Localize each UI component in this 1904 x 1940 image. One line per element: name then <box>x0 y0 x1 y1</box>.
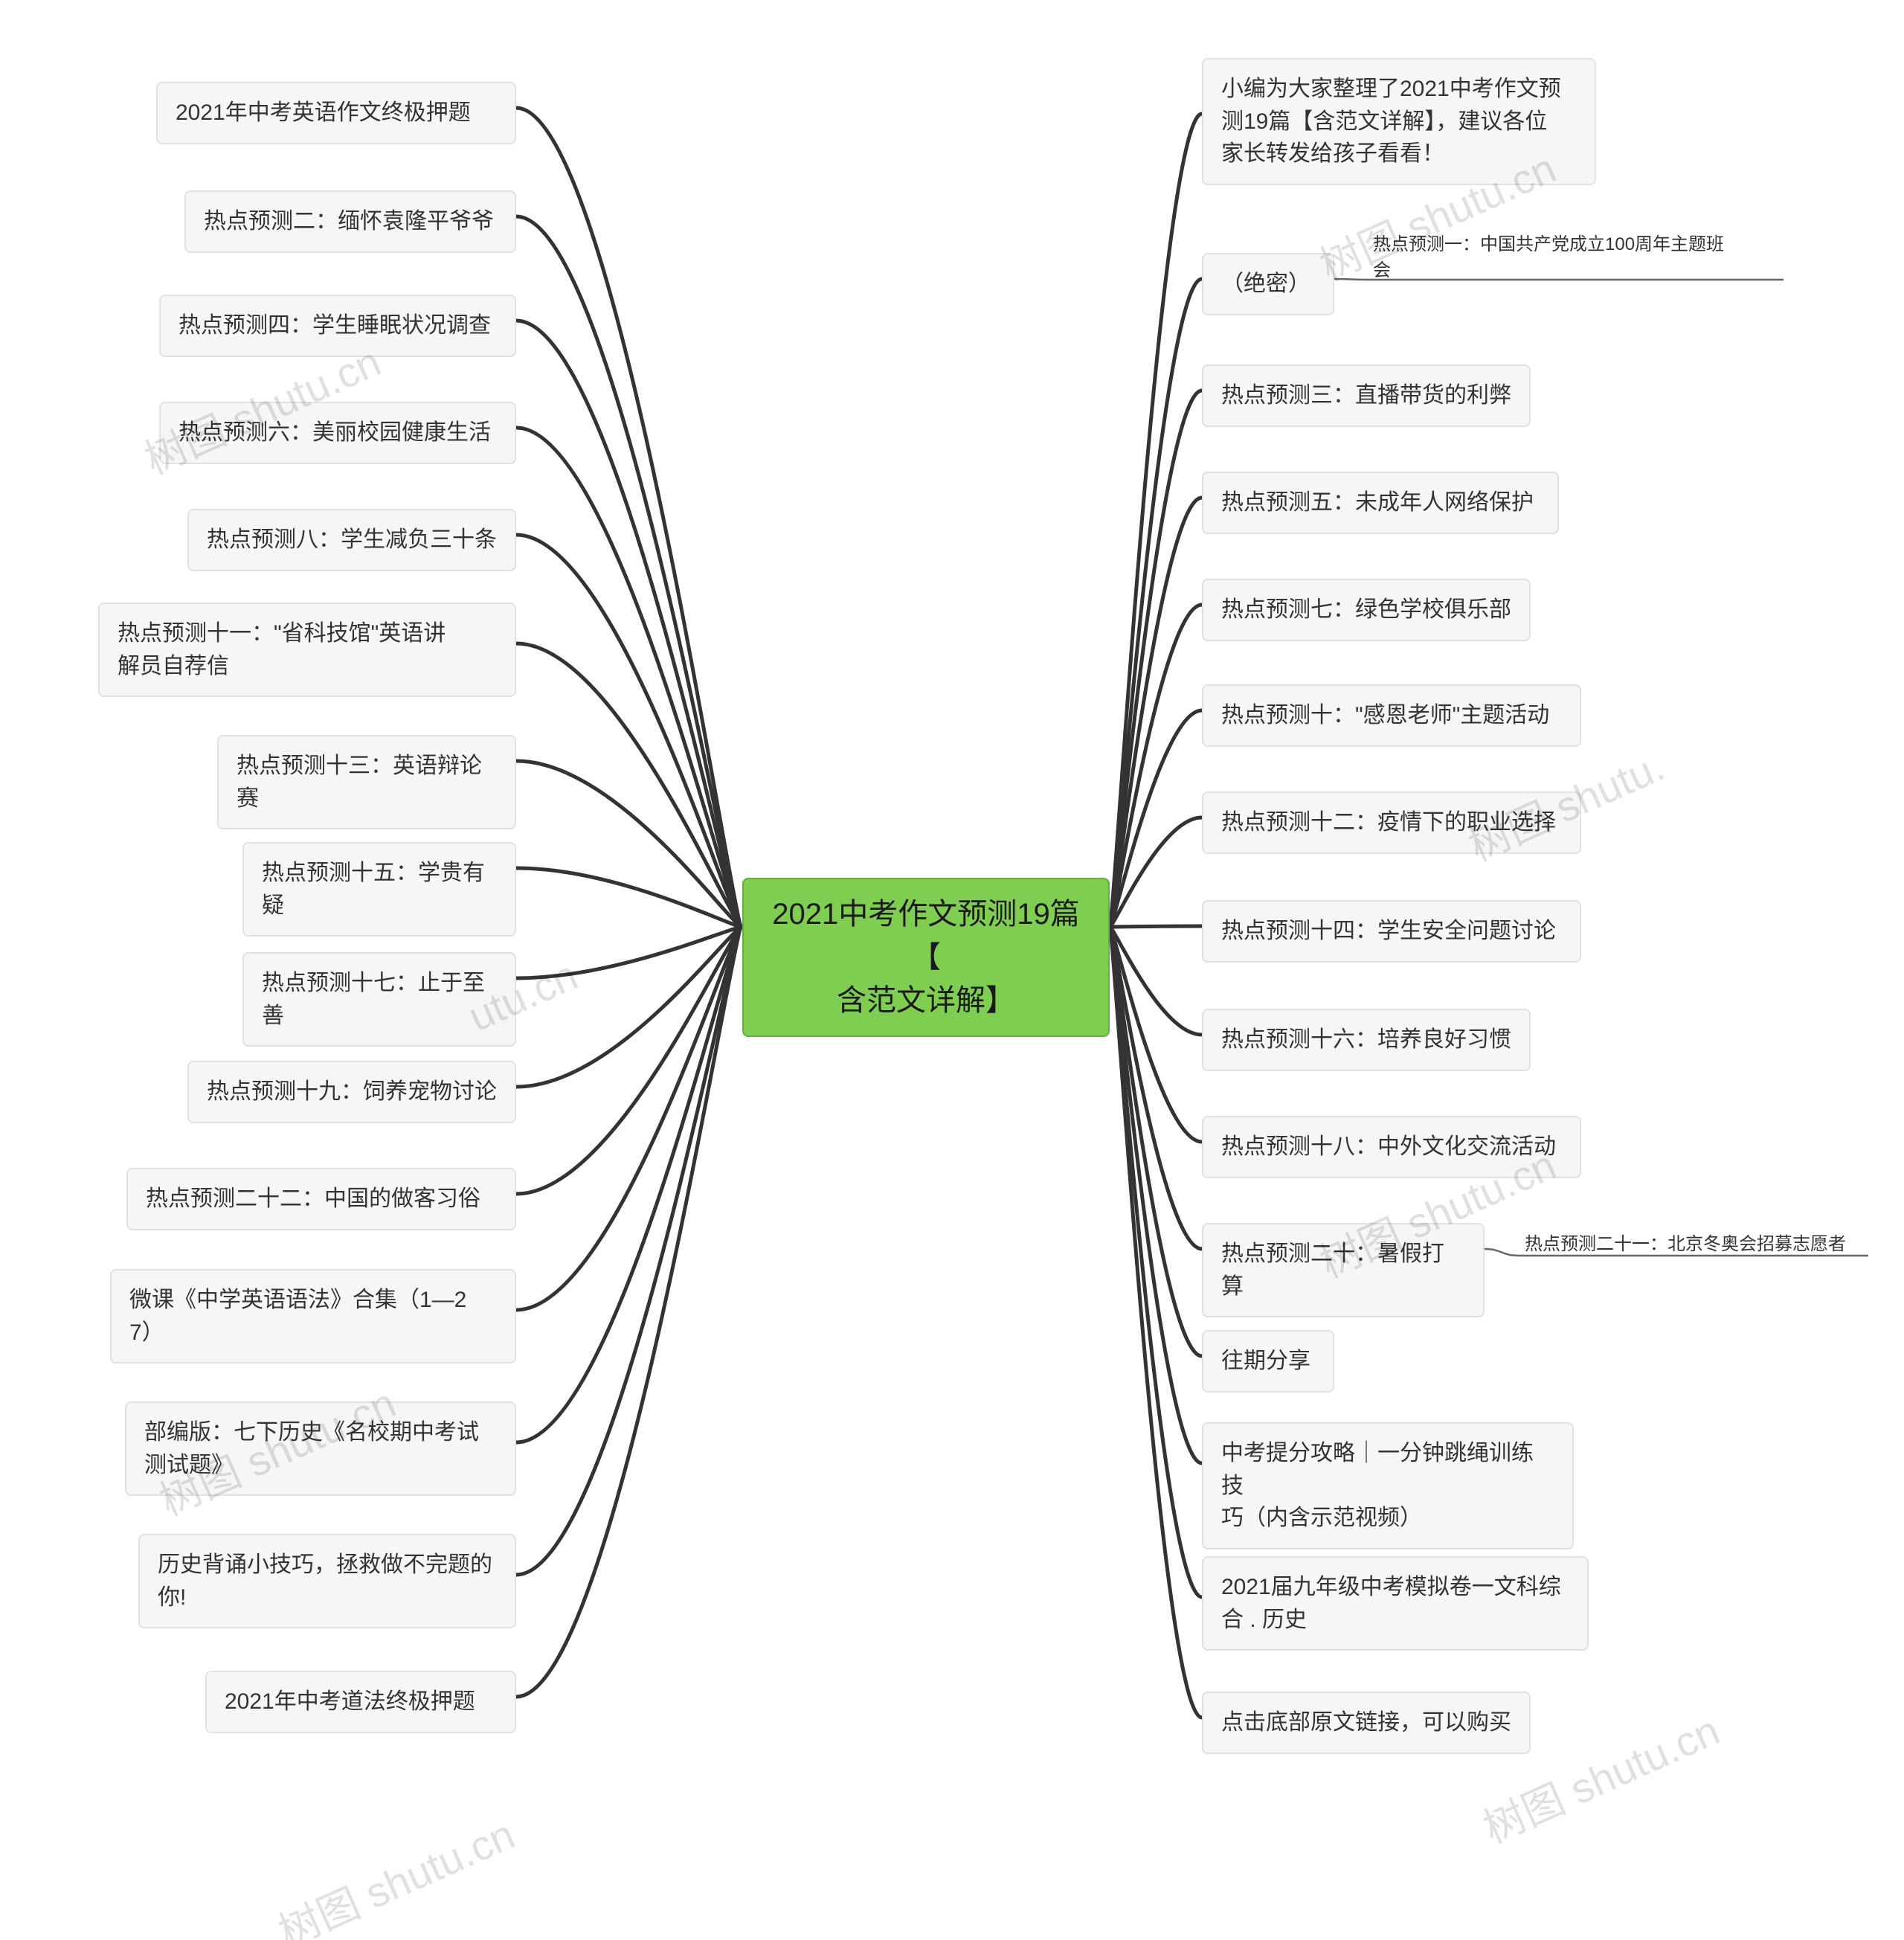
mindmap-stage: 2021中考作文预测19篇【 含范文详解】2021年中考英语作文终极押题热点预测… <box>0 0 1904 1940</box>
sub-node: 热点预测一：中国共产党成立100周年主题班 会 <box>1367 229 1784 287</box>
branch-node: 微课《中学英语语法》合集（1—2 7） <box>110 1269 516 1364</box>
branch-node: 2021年中考道法终极押题 <box>205 1671 516 1733</box>
branch-node: 历史背诵小技巧，拯救做不完题的 你! <box>138 1534 516 1628</box>
branch-node: 热点预测二十二：中国的做客习俗 <box>126 1168 516 1230</box>
branch-node: 热点预测十八：中外文化交流活动 <box>1202 1116 1581 1178</box>
branch-node: 小编为大家整理了2021中考作文预 测19篇【含范文详解】，建议各位 家长转发给… <box>1202 58 1596 185</box>
branch-node: 中考提分攻略｜一分钟跳绳训练技 巧（内含示范视频） <box>1202 1422 1574 1549</box>
branch-node: 热点预测十六：培养良好习惯 <box>1202 1009 1531 1071</box>
branch-node: 热点预测四：学生睡眠状况调查 <box>159 295 516 357</box>
branch-node: 点击底部原文链接，可以购买 <box>1202 1692 1531 1754</box>
branch-node: 热点预测十九：饲养宠物讨论 <box>187 1061 516 1123</box>
branch-node: 热点预测二十：暑假打算 <box>1202 1223 1485 1317</box>
branch-node: 热点预测十："感恩老师"主题活动 <box>1202 684 1581 747</box>
branch-node: 热点预测六：美丽校园健康生活 <box>159 402 516 464</box>
branch-node: 热点预测十四：学生安全问题讨论 <box>1202 900 1581 963</box>
branch-node: 2021年中考英语作文终极押题 <box>156 82 516 144</box>
branch-node: 往期分享 <box>1202 1330 1334 1393</box>
branch-node: 热点预测十三：英语辩论赛 <box>217 735 516 829</box>
branch-node: 热点预测三：直播带货的利弊 <box>1202 364 1531 427</box>
sub-node: 热点预测二十一：北京冬奥会招募志愿者 <box>1519 1229 1868 1261</box>
branch-node: 热点预测七：绿色学校俱乐部 <box>1202 579 1531 641</box>
branch-node: 部编版：七下历史《名校期中考试 测试题》 <box>125 1401 516 1496</box>
branch-node: 热点预测十七：止于至善 <box>242 952 516 1047</box>
branch-node: 热点预测十一："省科技馆"英语讲 解员自荐信 <box>98 603 516 697</box>
watermark: 树图 shutu.cn <box>268 1802 523 1940</box>
branch-node: 热点预测八：学生减负三十条 <box>187 509 516 571</box>
branch-node: 热点预测十五：学贵有疑 <box>242 842 516 937</box>
branch-node: 热点预测五：未成年人网络保护 <box>1202 472 1559 534</box>
branch-node: 2021届九年级中考模拟卷一文科综 合 . 历史 <box>1202 1556 1589 1651</box>
center-node: 2021中考作文预测19篇【 含范文详解】 <box>742 878 1110 1037</box>
branch-node: 热点预测十二：疫情下的职业选择 <box>1202 791 1581 854</box>
branch-node: 热点预测二：缅怀袁隆平爷爷 <box>184 190 516 253</box>
branch-node: （绝密） <box>1202 253 1334 315</box>
